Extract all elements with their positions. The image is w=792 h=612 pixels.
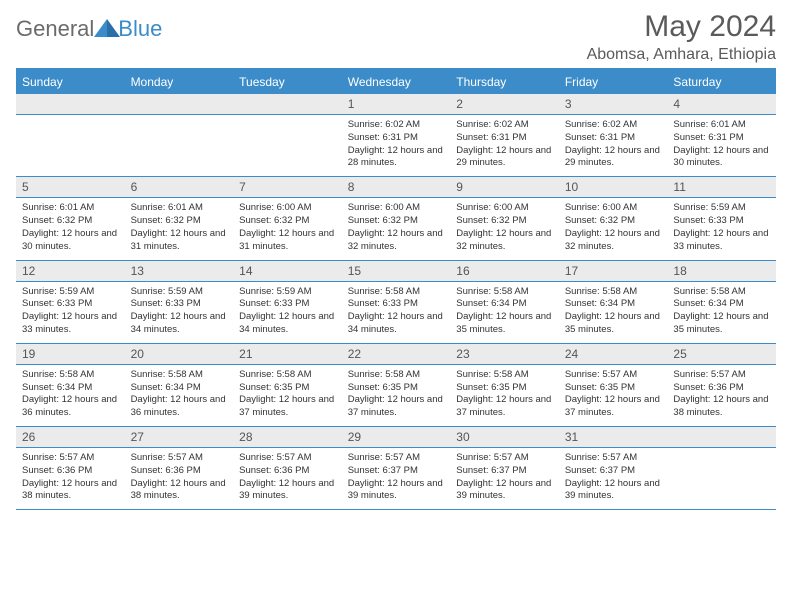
day-header-cell: Wednesday <box>342 70 451 94</box>
day-number: 28 <box>233 427 342 447</box>
day-detail <box>667 448 776 509</box>
week-daynum-row: 19202122232425 <box>16 344 776 365</box>
day-number: 30 <box>450 427 559 447</box>
day-detail: Sunrise: 5:58 AMSunset: 6:35 PMDaylight:… <box>450 365 559 426</box>
day-number: 18 <box>667 261 776 281</box>
day-number: 25 <box>667 344 776 364</box>
day-number: 4 <box>667 94 776 114</box>
day-number: 14 <box>233 261 342 281</box>
day-detail <box>233 115 342 176</box>
day-detail: Sunrise: 5:58 AMSunset: 6:35 PMDaylight:… <box>342 365 451 426</box>
week-detail-row: Sunrise: 6:02 AMSunset: 6:31 PMDaylight:… <box>16 115 776 177</box>
day-number: 19 <box>16 344 125 364</box>
day-header-cell: Tuesday <box>233 70 342 94</box>
day-detail: Sunrise: 6:02 AMSunset: 6:31 PMDaylight:… <box>559 115 668 176</box>
logo-text-blue: Blue <box>118 16 162 42</box>
day-number: 10 <box>559 177 668 197</box>
day-number: 29 <box>342 427 451 447</box>
day-header-cell: Monday <box>125 70 234 94</box>
day-detail: Sunrise: 5:57 AMSunset: 6:37 PMDaylight:… <box>559 448 668 509</box>
day-detail: Sunrise: 5:57 AMSunset: 6:35 PMDaylight:… <box>559 365 668 426</box>
day-detail: Sunrise: 5:57 AMSunset: 6:37 PMDaylight:… <box>342 448 451 509</box>
week-detail-row: Sunrise: 6:01 AMSunset: 6:32 PMDaylight:… <box>16 198 776 260</box>
day-detail: Sunrise: 6:00 AMSunset: 6:32 PMDaylight:… <box>342 198 451 259</box>
day-number: 1 <box>342 94 451 114</box>
day-header-cell: Saturday <box>667 70 776 94</box>
day-detail: Sunrise: 6:00 AMSunset: 6:32 PMDaylight:… <box>559 198 668 259</box>
day-detail: Sunrise: 6:02 AMSunset: 6:31 PMDaylight:… <box>450 115 559 176</box>
day-number <box>16 94 125 114</box>
day-number: 27 <box>125 427 234 447</box>
day-detail: Sunrise: 5:57 AMSunset: 6:36 PMDaylight:… <box>16 448 125 509</box>
day-detail: Sunrise: 5:57 AMSunset: 6:36 PMDaylight:… <box>667 365 776 426</box>
day-number: 26 <box>16 427 125 447</box>
day-detail: Sunrise: 6:01 AMSunset: 6:31 PMDaylight:… <box>667 115 776 176</box>
title-block: May 2024 Abomsa, Amhara, Ethiopia <box>587 10 776 64</box>
day-detail: Sunrise: 5:58 AMSunset: 6:34 PMDaylight:… <box>125 365 234 426</box>
day-number: 16 <box>450 261 559 281</box>
day-number: 7 <box>233 177 342 197</box>
day-detail: Sunrise: 5:58 AMSunset: 6:34 PMDaylight:… <box>16 365 125 426</box>
calendar: SundayMondayTuesdayWednesdayThursdayFrid… <box>16 68 776 510</box>
day-number: 21 <box>233 344 342 364</box>
day-detail: Sunrise: 5:58 AMSunset: 6:33 PMDaylight:… <box>342 282 451 343</box>
week-daynum-row: 567891011 <box>16 177 776 198</box>
day-detail: Sunrise: 5:57 AMSunset: 6:36 PMDaylight:… <box>233 448 342 509</box>
day-detail <box>125 115 234 176</box>
day-number: 20 <box>125 344 234 364</box>
logo-text-general: General <box>16 16 94 42</box>
day-header-cell: Thursday <box>450 70 559 94</box>
day-number <box>125 94 234 114</box>
day-number: 5 <box>16 177 125 197</box>
week-detail-row: Sunrise: 5:57 AMSunset: 6:36 PMDaylight:… <box>16 448 776 510</box>
day-number: 2 <box>450 94 559 114</box>
day-number: 17 <box>559 261 668 281</box>
week-detail-row: Sunrise: 5:59 AMSunset: 6:33 PMDaylight:… <box>16 282 776 344</box>
day-detail: Sunrise: 5:59 AMSunset: 6:33 PMDaylight:… <box>667 198 776 259</box>
day-number: 15 <box>342 261 451 281</box>
week-daynum-row: 12131415161718 <box>16 261 776 282</box>
day-detail: Sunrise: 5:59 AMSunset: 6:33 PMDaylight:… <box>125 282 234 343</box>
day-detail: Sunrise: 5:59 AMSunset: 6:33 PMDaylight:… <box>233 282 342 343</box>
day-number: 24 <box>559 344 668 364</box>
day-detail: Sunrise: 5:57 AMSunset: 6:37 PMDaylight:… <box>450 448 559 509</box>
day-detail: Sunrise: 5:58 AMSunset: 6:34 PMDaylight:… <box>667 282 776 343</box>
day-detail: Sunrise: 5:59 AMSunset: 6:33 PMDaylight:… <box>16 282 125 343</box>
day-detail: Sunrise: 6:01 AMSunset: 6:32 PMDaylight:… <box>16 198 125 259</box>
day-number: 6 <box>125 177 234 197</box>
day-detail <box>16 115 125 176</box>
day-header-cell: Friday <box>559 70 668 94</box>
page-title: May 2024 <box>587 10 776 44</box>
day-detail: Sunrise: 6:02 AMSunset: 6:31 PMDaylight:… <box>342 115 451 176</box>
week-daynum-row: 1234 <box>16 94 776 115</box>
day-detail: Sunrise: 6:00 AMSunset: 6:32 PMDaylight:… <box>233 198 342 259</box>
day-number: 9 <box>450 177 559 197</box>
day-header-cell: Sunday <box>16 70 125 94</box>
week-detail-row: Sunrise: 5:58 AMSunset: 6:34 PMDaylight:… <box>16 365 776 427</box>
day-number: 8 <box>342 177 451 197</box>
day-detail: Sunrise: 6:00 AMSunset: 6:32 PMDaylight:… <box>450 198 559 259</box>
day-number: 12 <box>16 261 125 281</box>
triangle-icon <box>94 19 120 37</box>
day-number <box>233 94 342 114</box>
page-subtitle: Abomsa, Amhara, Ethiopia <box>587 46 776 64</box>
day-number <box>667 427 776 447</box>
logo: General Blue <box>16 16 162 42</box>
day-detail: Sunrise: 5:58 AMSunset: 6:34 PMDaylight:… <box>559 282 668 343</box>
day-detail: Sunrise: 5:57 AMSunset: 6:36 PMDaylight:… <box>125 448 234 509</box>
day-number: 22 <box>342 344 451 364</box>
week-daynum-row: 262728293031 <box>16 427 776 448</box>
day-number: 13 <box>125 261 234 281</box>
day-detail: Sunrise: 6:01 AMSunset: 6:32 PMDaylight:… <box>125 198 234 259</box>
day-number: 31 <box>559 427 668 447</box>
day-detail: Sunrise: 5:58 AMSunset: 6:35 PMDaylight:… <box>233 365 342 426</box>
day-number: 3 <box>559 94 668 114</box>
day-number: 11 <box>667 177 776 197</box>
header: General Blue May 2024 Abomsa, Amhara, Et… <box>16 10 776 64</box>
day-detail: Sunrise: 5:58 AMSunset: 6:34 PMDaylight:… <box>450 282 559 343</box>
day-header-row: SundayMondayTuesdayWednesdayThursdayFrid… <box>16 70 776 94</box>
day-number: 23 <box>450 344 559 364</box>
